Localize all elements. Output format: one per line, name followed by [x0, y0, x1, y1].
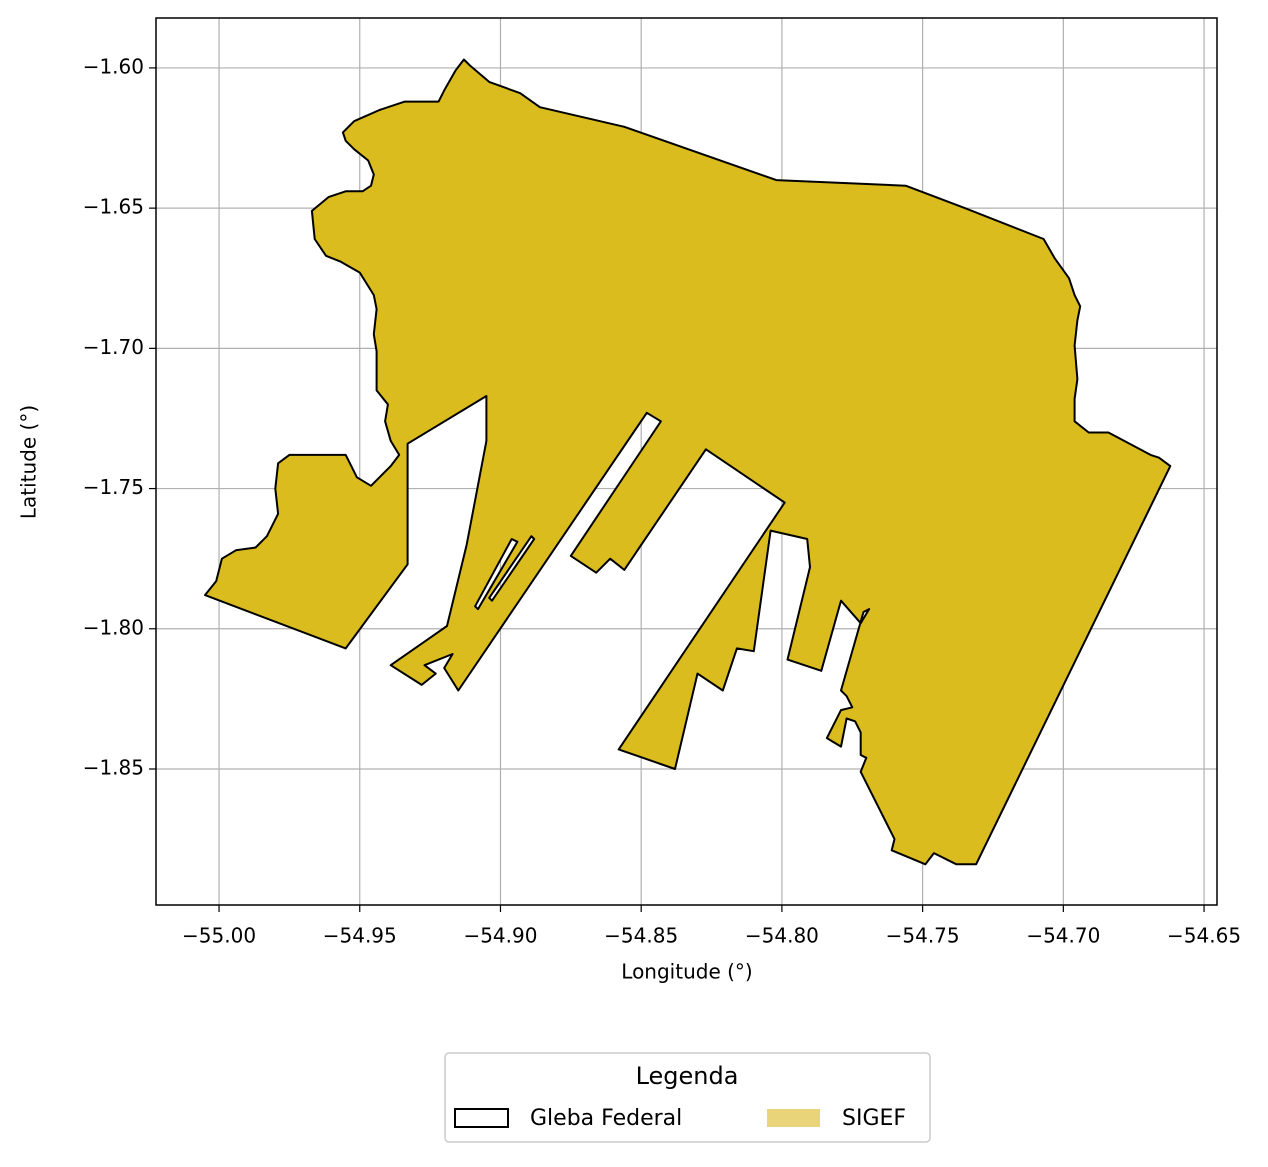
x-tick-label: −54.85 [604, 924, 678, 948]
x-tick-label: −55.00 [182, 924, 256, 948]
legend-swatch [767, 1109, 820, 1127]
x-tick-label: −54.95 [323, 924, 397, 948]
x-tick-label: −54.90 [463, 924, 537, 948]
x-axis-label: Longitude (°) [621, 960, 752, 984]
y-tick-label: −1.65 [83, 195, 144, 219]
x-tick-label: −54.80 [745, 924, 819, 948]
plot-frame [155, 17, 1218, 906]
y-tick-label: −1.60 [83, 54, 144, 78]
y-axis-label: Latitude (°) [17, 405, 41, 519]
y-tick-label: −1.85 [83, 755, 144, 779]
y-tick-label: −1.70 [83, 335, 144, 359]
x-tick-label: −54.70 [1026, 924, 1100, 948]
legend-swatch [454, 1108, 509, 1128]
sigef-area [204, 58, 1172, 866]
y-tick-label: −1.75 [83, 475, 144, 499]
legend-title: Legenda [636, 1062, 739, 1090]
y-tick-label: −1.80 [83, 615, 144, 639]
legend-label: Gleba Federal [530, 1106, 682, 1131]
x-tick-label: −54.65 [1167, 924, 1241, 948]
legend-label: SIGEF [842, 1106, 906, 1131]
x-tick-label: −54.75 [886, 924, 960, 948]
